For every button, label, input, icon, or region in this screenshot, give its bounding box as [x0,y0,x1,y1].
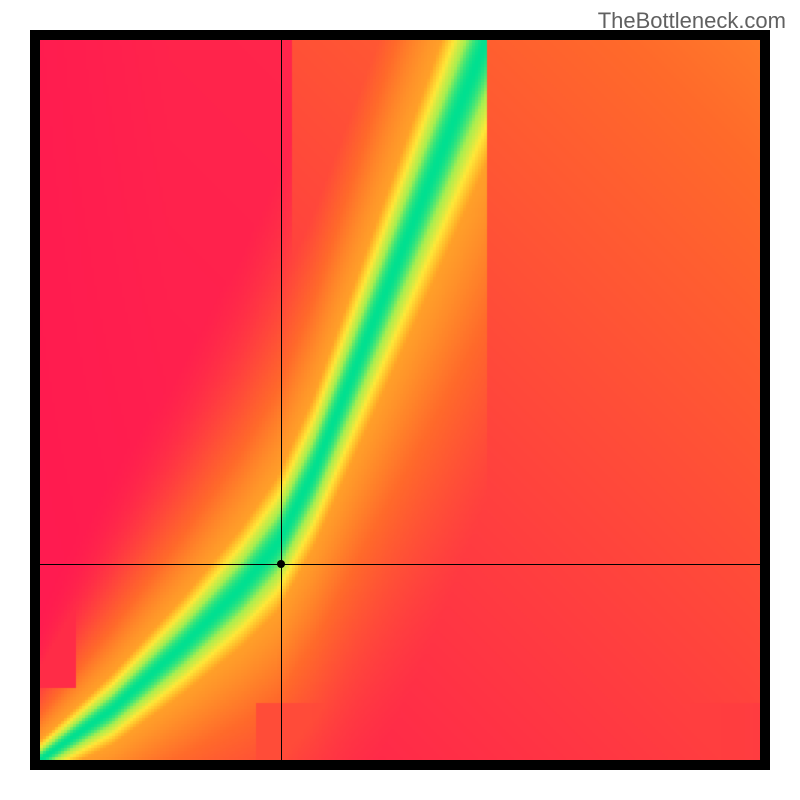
watermark-text: TheBottleneck.com [598,8,786,34]
plot-frame [30,30,770,770]
chart-container: TheBottleneck.com [0,0,800,800]
heatmap-canvas [40,40,760,760]
crosshair-vertical [281,40,282,760]
crosshair-dot [277,560,285,568]
crosshair-horizontal [40,564,760,565]
